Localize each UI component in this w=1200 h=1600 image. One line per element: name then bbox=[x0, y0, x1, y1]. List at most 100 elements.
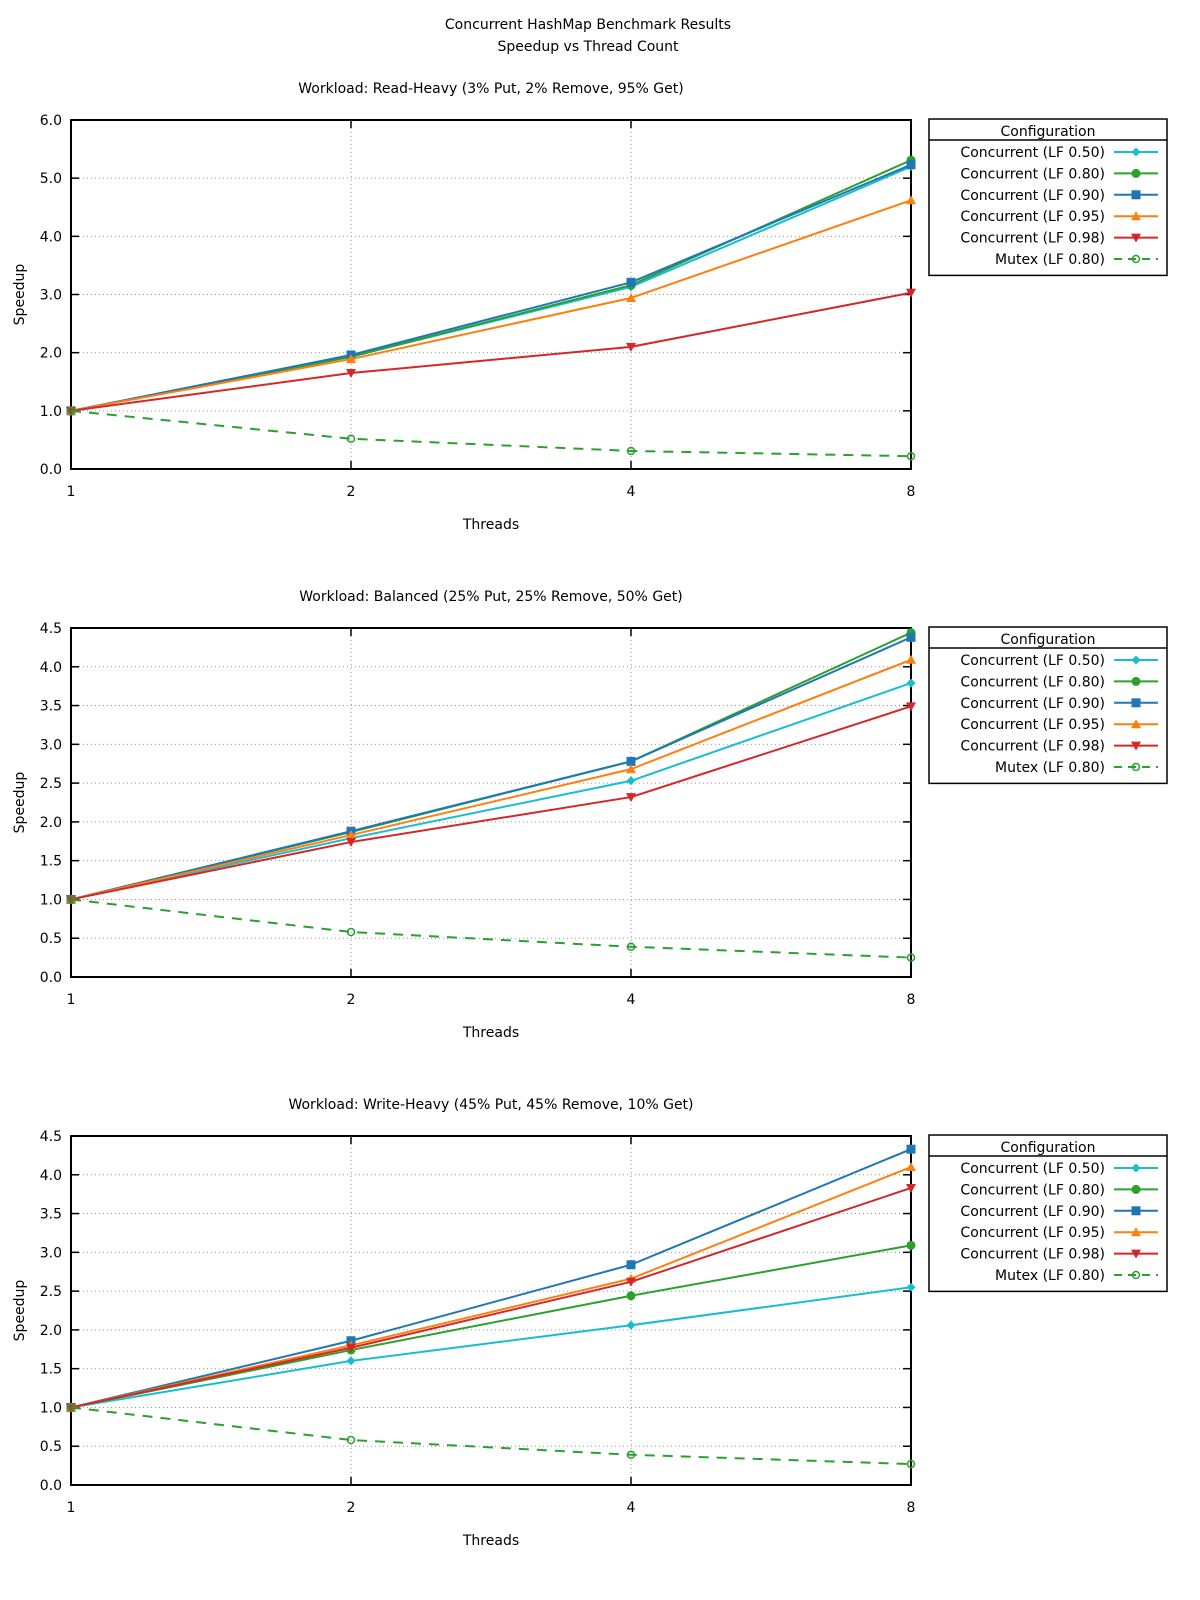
legend-entry-label: Concurrent (LF 0.90) bbox=[960, 188, 1105, 204]
series-line bbox=[70, 1406, 912, 1466]
legend-entry-marker bbox=[1131, 655, 1141, 665]
series-line bbox=[70, 159, 912, 412]
series-line bbox=[70, 658, 912, 901]
legend-entry-label: Concurrent (LF 0.90) bbox=[960, 696, 1105, 712]
x-tick-label: 1 bbox=[67, 1500, 76, 1516]
y-tick-label: 4.0 bbox=[40, 229, 62, 245]
legend-entry-label: Concurrent (LF 0.98) bbox=[960, 739, 1105, 755]
y-tick-label: 0.5 bbox=[40, 1439, 62, 1455]
x-tick-label: 4 bbox=[627, 1500, 636, 1516]
legend-title: Configuration bbox=[1001, 1140, 1096, 1156]
series-concurrent-lf-0-80- bbox=[66, 155, 916, 416]
legend-box bbox=[928, 1134, 1168, 1293]
y-tick-label: 2.0 bbox=[40, 1323, 62, 1339]
legend-entry-marker bbox=[1131, 741, 1141, 751]
y-axis-label: Speedup bbox=[12, 264, 28, 326]
y-tick-label: 0.5 bbox=[40, 931, 62, 947]
legend-entry-marker bbox=[1131, 233, 1141, 243]
data-point bbox=[626, 446, 636, 456]
data-point bbox=[626, 1450, 636, 1460]
data-point bbox=[346, 434, 356, 444]
legend-entry-marker bbox=[1131, 211, 1141, 221]
data-point bbox=[906, 451, 916, 461]
legend-entry-marker bbox=[1131, 698, 1141, 708]
data-point bbox=[346, 1343, 356, 1353]
series-line bbox=[70, 1166, 912, 1409]
y-axis-label: Speedup bbox=[12, 772, 28, 834]
data-point bbox=[906, 678, 916, 688]
data-point bbox=[626, 1260, 636, 1270]
legend-entry-label: Concurrent (LF 0.80) bbox=[960, 1182, 1105, 1198]
legend-entry-marker bbox=[1131, 168, 1141, 178]
series-line bbox=[70, 199, 912, 412]
data-point bbox=[906, 1282, 916, 1292]
legend-entry-marker bbox=[1131, 1249, 1141, 1259]
legend-entry-marker bbox=[1131, 1227, 1141, 1237]
x-tick-label: 8 bbox=[907, 992, 916, 1008]
x-tick-label: 2 bbox=[347, 484, 356, 500]
data-point bbox=[906, 1459, 916, 1469]
x-tick-label: 1 bbox=[67, 484, 76, 500]
data-point bbox=[346, 369, 356, 379]
data-point bbox=[906, 953, 916, 962]
chart-panel-1: Workload: Read-Heavy (3% Put, 2% Remove,… bbox=[12, 81, 1168, 533]
x-axis-label: Threads bbox=[462, 1025, 519, 1041]
data-point bbox=[346, 354, 356, 364]
series-line bbox=[70, 291, 912, 412]
x-axis-label: Threads bbox=[462, 517, 519, 533]
data-point bbox=[906, 702, 916, 712]
data-point bbox=[66, 1403, 76, 1412]
legend-entry-label: Concurrent (LF 0.98) bbox=[960, 231, 1105, 247]
data-point bbox=[626, 1291, 636, 1301]
y-tick-label: 2.5 bbox=[40, 1284, 62, 1300]
x-tick-label: 8 bbox=[907, 484, 916, 500]
y-tick-label: 3.0 bbox=[40, 737, 62, 753]
x-tick-label: 4 bbox=[627, 484, 636, 500]
data-point bbox=[906, 654, 916, 664]
legend-entry-label: Concurrent (LF 0.95) bbox=[960, 717, 1105, 733]
panel-title: Workload: Write-Heavy (45% Put, 45% Remo… bbox=[288, 1097, 693, 1113]
legend: Configuration Concurrent (LF 0.50) Concurr… bbox=[928, 118, 1168, 277]
y-tick-label: 0.0 bbox=[40, 462, 62, 478]
panel-title: Workload: Balanced (25% Put, 25% Remove,… bbox=[299, 589, 682, 605]
figure-subtitle: Speedup vs Thread Count bbox=[497, 39, 679, 55]
data-point bbox=[626, 793, 636, 803]
legend-title: Configuration bbox=[1001, 124, 1096, 140]
chart-panel-2: Workload: Balanced (25% Put, 25% Remove,… bbox=[12, 589, 1168, 1041]
series-concurrent-lf-0-80- bbox=[66, 628, 916, 904]
data-point bbox=[346, 1435, 356, 1445]
series-line bbox=[70, 1187, 912, 1409]
x-tick-label: 2 bbox=[347, 992, 356, 1008]
series-concurrent-lf-0-90- bbox=[66, 160, 916, 416]
legend: Configuration Concurrent (LF 0.50) Concurr… bbox=[928, 626, 1168, 785]
legend-entry-label: Concurrent (LF 0.98) bbox=[960, 1247, 1105, 1263]
series-mutex-lf-0-80- bbox=[66, 895, 916, 962]
legend-entry-label: Concurrent (LF 0.95) bbox=[960, 1225, 1105, 1241]
y-tick-label: 4.5 bbox=[40, 1129, 62, 1145]
y-tick-label: 5.0 bbox=[40, 171, 62, 187]
y-tick-label: 1.0 bbox=[40, 892, 62, 908]
legend-entry-marker bbox=[1131, 1206, 1141, 1216]
y-tick-label: 2.5 bbox=[40, 776, 62, 792]
legend-entry-label: Mutex (LF 0.80) bbox=[995, 1268, 1105, 1284]
y-tick-label: 6.0 bbox=[40, 113, 62, 129]
series-concurrent-lf-0-50- bbox=[66, 1282, 916, 1412]
series-concurrent-lf-0-98- bbox=[66, 702, 916, 905]
legend-entry-label: Concurrent (LF 0.50) bbox=[960, 1161, 1105, 1177]
x-tick-label: 1 bbox=[67, 992, 76, 1008]
series-concurrent-lf-0-50- bbox=[66, 162, 916, 416]
x-axis-label: Threads bbox=[462, 1533, 519, 1549]
data-point bbox=[906, 1162, 916, 1172]
panel-title: Workload: Read-Heavy (3% Put, 2% Remove,… bbox=[298, 81, 683, 97]
data-point bbox=[626, 277, 636, 287]
legend-entry-marker bbox=[1131, 147, 1141, 157]
y-tick-label: 1.0 bbox=[40, 404, 62, 420]
legend-entry-marker bbox=[1131, 762, 1141, 772]
y-tick-label: 3.0 bbox=[40, 1245, 62, 1261]
legend-entry-marker bbox=[1131, 719, 1141, 729]
data-point bbox=[906, 1144, 916, 1154]
data-point bbox=[626, 1320, 636, 1330]
y-tick-label: 4.5 bbox=[40, 621, 62, 637]
x-tick-label: 8 bbox=[907, 1500, 916, 1516]
data-point bbox=[626, 764, 636, 774]
